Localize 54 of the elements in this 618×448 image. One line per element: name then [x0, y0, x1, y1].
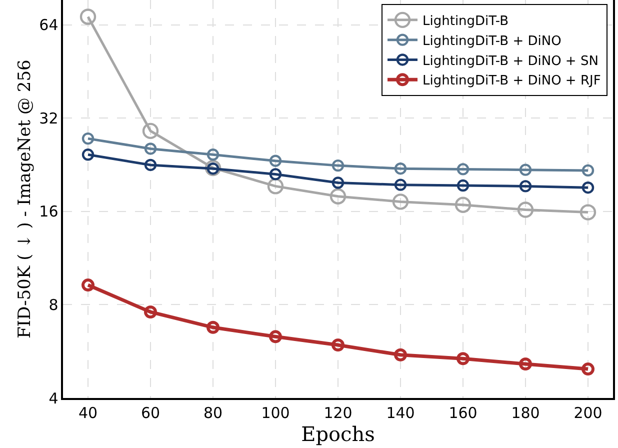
point — [582, 362, 594, 376]
point — [454, 196, 472, 213]
point — [456, 179, 470, 192]
point — [456, 352, 470, 366]
point — [392, 194, 409, 210]
point — [456, 163, 470, 176]
point — [332, 176, 344, 189]
point — [267, 178, 284, 194]
point — [582, 164, 594, 177]
x-tick-label: 180 — [511, 404, 540, 422]
point — [332, 338, 344, 352]
x-tick-label: 140 — [386, 404, 415, 422]
point — [519, 180, 532, 192]
x-tick-label: 160 — [448, 404, 478, 422]
point — [142, 122, 159, 140]
y-tick-label: 8 — [48, 296, 58, 314]
point — [269, 168, 282, 180]
point — [517, 202, 534, 218]
point — [206, 320, 220, 334]
point — [82, 148, 94, 161]
y-tick-label: 32 — [39, 109, 58, 128]
point — [269, 330, 282, 344]
x-tick-label: 100 — [261, 404, 290, 422]
point — [519, 357, 532, 370]
legend-label: LightingDiT-B + DiNO — [422, 34, 562, 49]
point — [519, 164, 532, 176]
point — [269, 154, 282, 167]
point — [330, 188, 346, 204]
point — [582, 182, 594, 194]
point — [82, 132, 94, 145]
legend-label: LightingDiT-B + DiNO + SN — [422, 54, 598, 69]
x-tick-label: 60 — [140, 404, 160, 422]
x-tick-label: 200 — [574, 404, 602, 422]
point — [144, 142, 157, 155]
point — [206, 148, 220, 161]
point — [394, 178, 407, 191]
y-axis-title: FID-50K ( ↓ ) - ImageNet @ 256 — [15, 60, 36, 338]
point — [80, 8, 96, 25]
y-tick-label: 64 — [39, 16, 58, 34]
x-axis-title: Epochs — [301, 422, 375, 446]
point — [144, 158, 157, 172]
x-tick-label: 80 — [203, 404, 223, 422]
point — [394, 348, 407, 362]
x-tick-label: 120 — [324, 404, 352, 422]
point — [332, 159, 344, 172]
point — [144, 305, 157, 318]
x-tick-label: 40 — [78, 404, 98, 422]
point — [580, 204, 596, 220]
point — [82, 278, 94, 292]
point — [394, 162, 407, 175]
legend-label: LightingDiT-B — [422, 14, 509, 29]
legend-label: LightingDiT-B + DiNO + RJF — [422, 74, 601, 89]
y-tick-label: 16 — [39, 202, 58, 221]
y-tick-label: 4 — [48, 389, 58, 408]
